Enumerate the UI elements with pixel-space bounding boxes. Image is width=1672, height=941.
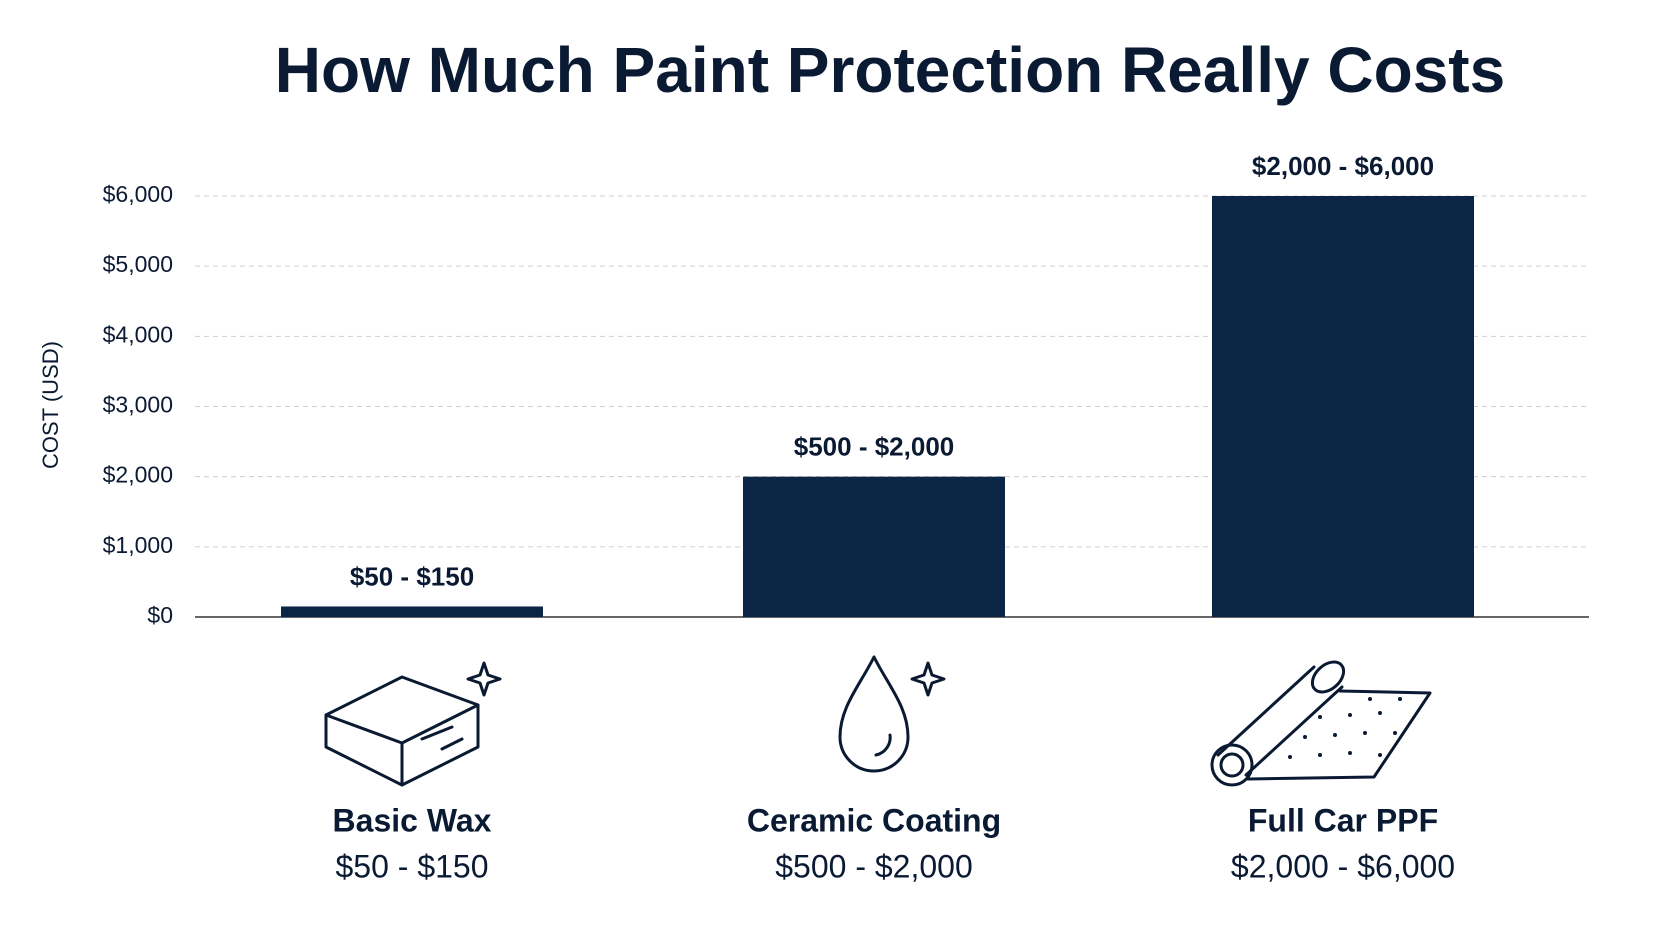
y-tick-label: $0 <box>147 602 173 628</box>
y-axis-label: COST (USD) <box>38 341 63 469</box>
category-price: $500 - $2,000 <box>775 848 973 884</box>
y-tick-label: $3,000 <box>103 392 173 418</box>
bar <box>281 606 543 617</box>
wax-icon <box>324 661 502 787</box>
y-tick-label: $2,000 <box>103 462 173 488</box>
film-roll-icon <box>1210 660 1432 787</box>
bar <box>1212 196 1474 617</box>
bar <box>743 476 1005 617</box>
y-tick-label: $4,000 <box>103 321 173 347</box>
chart-title: How Much Paint Protection Really Costs <box>275 34 1505 106</box>
value-label: $2,000 - $6,000 <box>1252 151 1434 181</box>
category-label: Full Car PPF <box>1248 802 1438 838</box>
category-price: $2,000 - $6,000 <box>1231 848 1455 884</box>
drop-icon <box>838 655 946 773</box>
y-tick-label: $1,000 <box>103 532 173 558</box>
y-tick-label: $5,000 <box>103 251 173 277</box>
category-label: Ceramic Coating <box>747 802 1001 838</box>
category-label: Basic Wax <box>333 802 492 838</box>
value-label: $50 - $150 <box>350 561 474 591</box>
category-price: $50 - $150 <box>335 848 488 884</box>
y-tick-label: $6,000 <box>103 181 173 207</box>
value-label: $500 - $2,000 <box>794 432 954 462</box>
